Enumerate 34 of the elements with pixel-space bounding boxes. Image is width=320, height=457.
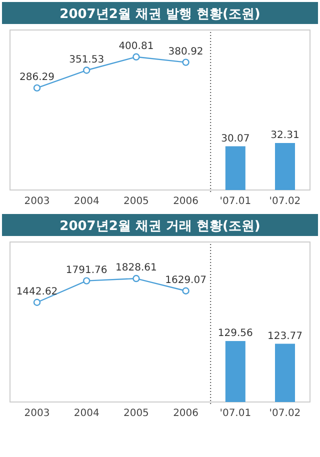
x-tick-label: 2006 <box>173 196 199 207</box>
x-tick-label: '07.01 <box>220 196 252 207</box>
point <box>182 58 190 66</box>
point <box>83 66 90 74</box>
x-tick-label: 2006 <box>173 408 199 419</box>
x-tick-label: '07.02 <box>269 196 301 207</box>
data-label: 1442.62 <box>16 286 58 298</box>
chart-title: 2007년2월 채권 발행 현황(조원) <box>60 7 260 22</box>
chart-title: 2007년2월 채권 거래 현황(조원) <box>60 219 260 234</box>
point <box>83 277 90 284</box>
data-label: 1629.07 <box>165 274 206 286</box>
data-label: 400.81 <box>118 40 154 52</box>
x-tick-label: '07.01 <box>220 408 252 419</box>
data-label: 380.92 <box>168 46 204 58</box>
x-tick-label: 2004 <box>74 408 100 419</box>
point <box>33 84 41 92</box>
x-tick-label: 2003 <box>24 196 50 207</box>
data-label: 1791.76 <box>66 264 108 276</box>
x-tick-label: 2005 <box>123 408 149 419</box>
data-label: 32.31 <box>270 130 300 142</box>
point <box>132 274 140 282</box>
data-label: 129.56 <box>218 328 253 340</box>
data-label: 286.29 <box>20 72 54 83</box>
data-label: 123.77 <box>268 330 302 342</box>
data-label: 30.07 <box>221 133 250 144</box>
point <box>33 298 41 306</box>
point <box>132 53 140 60</box>
x-tick-label: 2004 <box>74 196 100 207</box>
point <box>182 287 190 294</box>
x-tick-label: '07.02 <box>269 408 301 419</box>
x-tick-label: 2003 <box>24 408 50 419</box>
x-tick-label: 2005 <box>123 196 149 207</box>
data-label: 351.53 <box>69 54 104 66</box>
data-label: 1828.61 <box>116 262 157 274</box>
